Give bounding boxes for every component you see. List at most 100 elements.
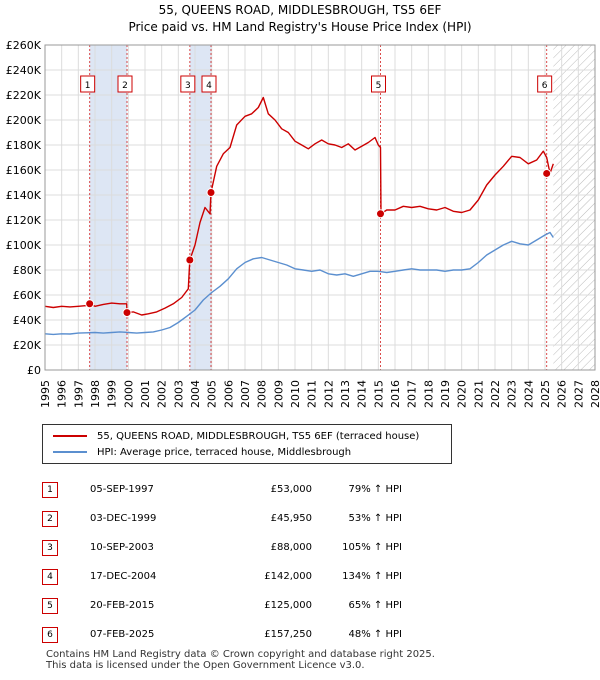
sale-point-3	[185, 255, 195, 265]
sale-number-badge: 2	[42, 510, 58, 527]
x-tick-label: 2021	[472, 380, 485, 408]
legend-swatch-hpi	[53, 451, 87, 453]
sale-row: 1 05-SEP-1997 £53,000 79% ↑ HPI	[42, 475, 402, 504]
sale-price: £142,000	[264, 571, 312, 582]
x-tick-label: 2013	[339, 380, 352, 408]
sale-point-6	[542, 168, 552, 178]
x-tick-label: 2025	[539, 380, 552, 408]
sale-row: 4 17-DEC-2004 £142,000 134% ↑ HPI	[42, 562, 402, 591]
y-tick-label: £80K	[13, 264, 42, 277]
sale-label-5: 5	[376, 81, 382, 91]
sale-hpi-change: 79% ↑ HPI	[348, 484, 402, 495]
x-tick-label: 2020	[456, 380, 469, 408]
footer-copyright: Contains HM Land Registry data © Crown c…	[46, 649, 435, 660]
sale-band-1	[89, 45, 127, 370]
sale-label-box-2	[117, 75, 133, 93]
sale-row: 5 20-FEB-2015 £125,000 65% ↑ HPI	[42, 591, 402, 620]
x-tick-label: 1996	[56, 380, 69, 408]
sale-price: £45,950	[270, 513, 312, 524]
sale-price: £88,000	[270, 542, 312, 553]
sale-point-5	[376, 209, 385, 219]
x-tick-label: 2008	[256, 380, 269, 408]
sale-hpi-change: 53% ↑ HPI	[348, 513, 402, 524]
legend-item-hpi: HPI: Average price, terraced house, Midd…	[53, 445, 351, 459]
x-tick-label: 2012	[322, 380, 335, 408]
sale-date: 03-DEC-1999	[90, 513, 157, 524]
x-tick-label: 2007	[239, 380, 252, 408]
sale-label-box-3	[180, 75, 196, 93]
sale-point-1	[85, 299, 95, 309]
sale-point-4	[206, 188, 216, 197]
sale-label-3: 3	[185, 81, 191, 91]
sale-point-2	[122, 308, 132, 318]
y-tick-label: £40K	[13, 314, 42, 327]
legend-swatch-property	[53, 435, 87, 437]
sale-row: 2 03-DEC-1999 £45,950 53% ↑ HPI	[42, 504, 402, 533]
y-tick-label: £200K	[6, 114, 42, 127]
sale-label-1: 1	[85, 81, 91, 91]
sale-number-badge: 1	[42, 481, 58, 498]
sale-label-box-1	[80, 75, 96, 93]
legend-label-hpi: HPI: Average price, terraced house, Midd…	[97, 446, 352, 458]
sale-price: £53,000	[270, 484, 312, 495]
sale-row: 6 07-FEB-2025 £157,250 48% ↑ HPI	[42, 620, 402, 649]
x-tick-label: 2018	[422, 380, 435, 408]
x-tick-label: 2019	[439, 380, 452, 408]
sale-label-2: 2	[122, 81, 128, 91]
x-tick-label: 2014	[356, 380, 369, 408]
x-tick-label: 2028	[589, 380, 600, 408]
x-tick-label: 2015	[372, 380, 385, 408]
sale-hpi-change: 105% ↑ HPI	[342, 542, 402, 553]
y-tick-label: £180K	[6, 139, 42, 152]
footer: Contains HM Land Registry data © Crown c…	[46, 649, 435, 671]
legend-label-property: 55, QUEENS ROAD, MIDDLESBROUGH, TS5 6EF …	[97, 430, 420, 442]
x-tick-label: 2010	[289, 380, 302, 408]
y-tick-label: £120K	[6, 214, 42, 227]
y-tick-label: £0	[27, 364, 41, 377]
sale-label-box-6	[537, 75, 553, 93]
sale-price: £125,000	[264, 600, 312, 611]
x-tick-label: 2016	[389, 380, 402, 408]
sale-label-box-5	[371, 75, 386, 93]
x-tick-label: 2000	[122, 380, 135, 408]
x-tick-label: 2027	[572, 380, 585, 408]
plot-area	[45, 45, 595, 370]
x-tick-label: 2017	[406, 380, 419, 408]
sale-price: £157,250	[264, 629, 312, 640]
y-tick-label: £260K	[6, 39, 42, 52]
x-tick-label: 1998	[89, 380, 102, 408]
sale-label-4: 4	[206, 81, 212, 91]
future-hatch	[553, 45, 595, 370]
chart-subtitle: Price paid vs. HM Land Registry's House …	[128, 20, 472, 34]
y-tick-label: £240K	[6, 64, 42, 77]
property-series-line	[45, 96, 554, 316]
x-tick-label: 1995	[39, 380, 52, 408]
x-tick-label: 1999	[106, 380, 119, 408]
footer-licence: This data is licensed under the Open Gov…	[46, 660, 365, 671]
y-tick-label: £60K	[13, 289, 42, 302]
sale-label-box-4	[201, 75, 217, 93]
x-tick-label: 2003	[172, 380, 185, 408]
x-tick-label: 2024	[522, 380, 535, 408]
sale-date: 05-SEP-1997	[90, 484, 154, 495]
x-tick-label: 2023	[506, 380, 519, 408]
y-tick-label: £20K	[13, 339, 42, 352]
y-tick-label: £220K	[6, 89, 42, 102]
sale-label-6: 6	[542, 81, 548, 91]
y-tick-label: £100K	[6, 239, 42, 252]
chart-legend: 55, QUEENS ROAD, MIDDLESBROUGH, TS5 6EF …	[42, 424, 452, 464]
y-tick-label: £160K	[6, 164, 42, 177]
x-tick-label: 2009	[272, 380, 285, 408]
sale-hpi-change: 48% ↑ HPI	[348, 629, 402, 640]
sale-date: 07-FEB-2025	[90, 629, 155, 640]
x-tick-label: 2026	[556, 380, 569, 408]
x-tick-label: 2022	[489, 380, 502, 408]
x-tick-label: 2004	[189, 380, 202, 408]
sale-row: 3 10-SEP-2003 £88,000 105% ↑ HPI	[42, 533, 402, 562]
sale-date: 20-FEB-2015	[90, 600, 155, 611]
sale-number-badge: 4	[42, 568, 58, 585]
chart-title: 55, QUEENS ROAD, MIDDLESBROUGH, TS5 6EF	[158, 3, 442, 17]
sale-date: 10-SEP-2003	[90, 542, 154, 553]
y-tick-label: £140K	[6, 189, 42, 202]
legend-item-property: 55, QUEENS ROAD, MIDDLESBROUGH, TS5 6EF …	[53, 429, 419, 443]
